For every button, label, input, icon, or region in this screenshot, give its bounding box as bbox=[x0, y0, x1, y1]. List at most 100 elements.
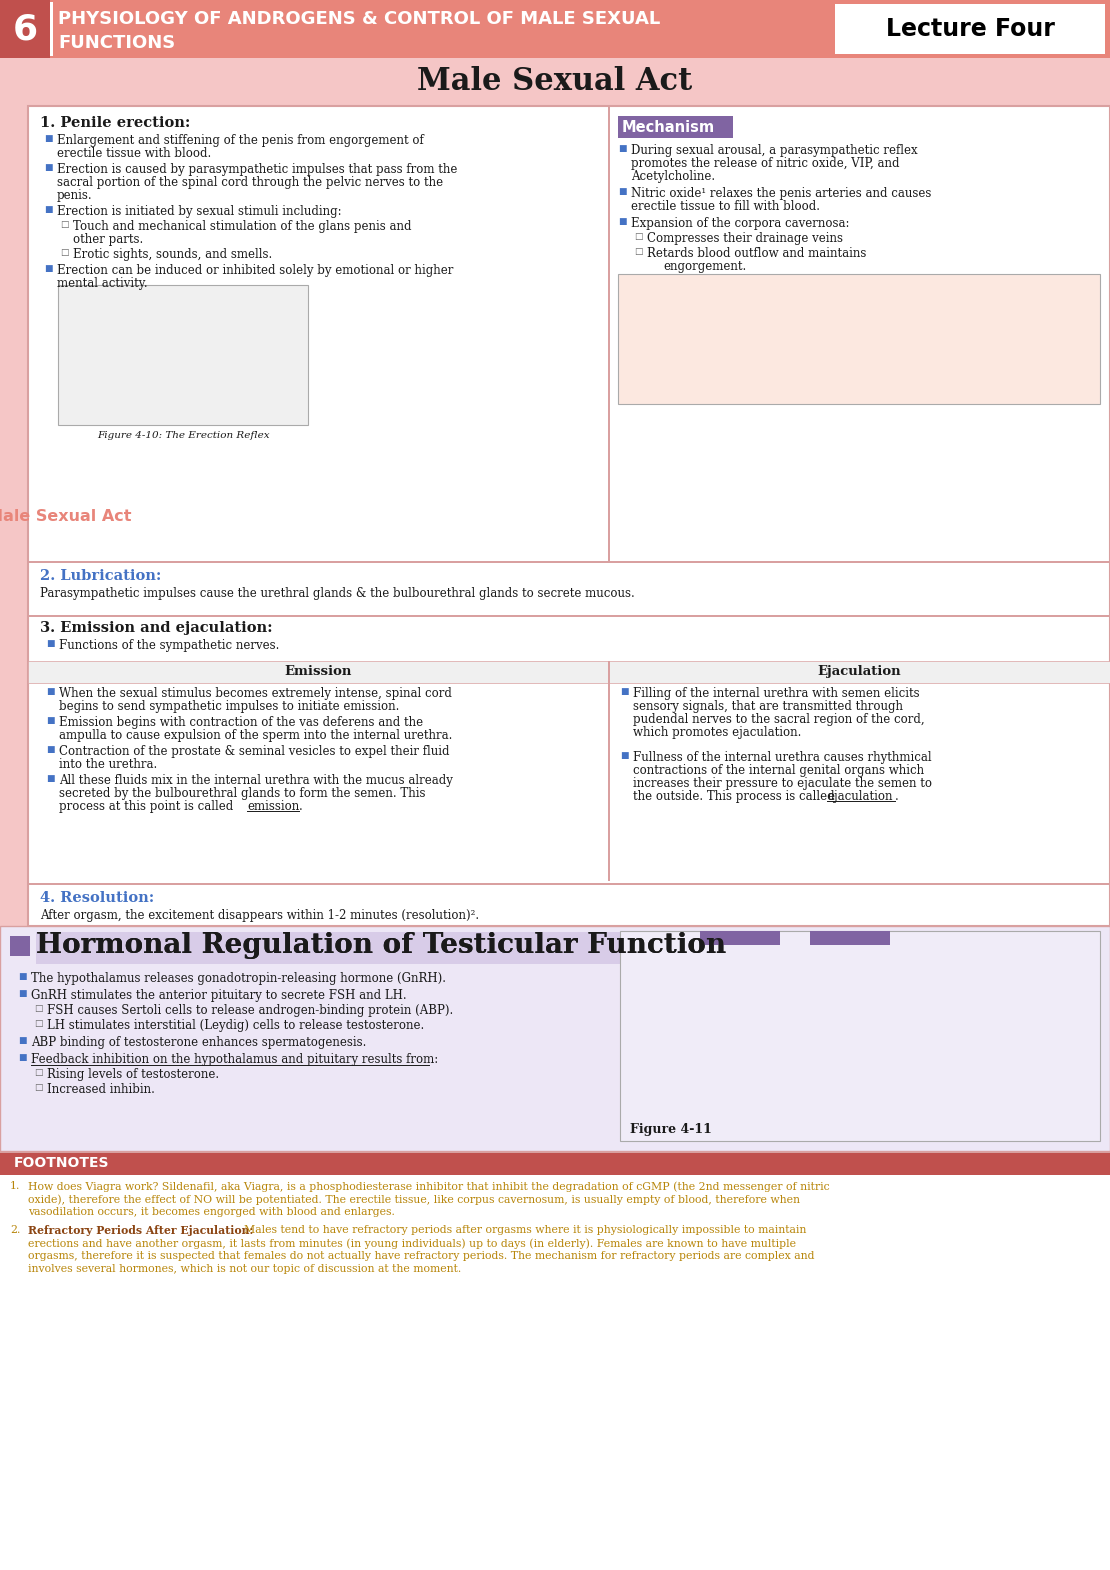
Text: contractions of the internal genital organs which: contractions of the internal genital org… bbox=[633, 765, 925, 777]
Text: erectile tissue to fill with blood.: erectile tissue to fill with blood. bbox=[630, 199, 820, 214]
Text: □: □ bbox=[34, 1083, 42, 1093]
Text: Emission: Emission bbox=[284, 666, 352, 678]
Text: □: □ bbox=[60, 220, 69, 229]
Bar bbox=[0, 0, 1110, 58]
Text: penis.: penis. bbox=[57, 188, 92, 203]
Text: 6: 6 bbox=[12, 13, 38, 46]
Text: □: □ bbox=[34, 1019, 42, 1028]
Text: Ejaculation: Ejaculation bbox=[817, 666, 901, 678]
Bar bbox=[50, 2, 53, 57]
Text: Emission begins with contraction of the vas deferens and the: Emission begins with contraction of the … bbox=[59, 716, 423, 728]
Text: vasodilation occurs, it becomes engorged with blood and enlarges.: vasodilation occurs, it becomes engorged… bbox=[28, 1207, 395, 1217]
Text: Acetylcholine.: Acetylcholine. bbox=[630, 170, 715, 184]
Text: erectile tissue with blood.: erectile tissue with blood. bbox=[57, 148, 211, 160]
Bar bbox=[608, 661, 1110, 683]
Text: Males tend to have refractory periods after orgasms where it is physiologically : Males tend to have refractory periods af… bbox=[244, 1225, 806, 1236]
Text: begins to send sympathetic impulses to initiate emission.: begins to send sympathetic impulses to i… bbox=[59, 700, 400, 713]
Text: 1.: 1. bbox=[10, 1181, 20, 1192]
Bar bbox=[28, 107, 1110, 926]
Text: increases their pressure to ejaculate the semen to: increases their pressure to ejaculate th… bbox=[633, 777, 932, 790]
Bar bbox=[700, 931, 780, 945]
Bar bbox=[28, 661, 608, 683]
Text: ■: ■ bbox=[618, 187, 626, 196]
Bar bbox=[810, 931, 890, 945]
Text: 3. Emission and ejaculation:: 3. Emission and ejaculation: bbox=[40, 622, 273, 634]
Bar bbox=[835, 5, 1104, 53]
Text: Filling of the internal urethra with semen elicits: Filling of the internal urethra with sem… bbox=[633, 688, 919, 700]
Bar bbox=[0, 107, 28, 926]
Text: Fullness of the internal urethra causes rhythmical: Fullness of the internal urethra causes … bbox=[633, 750, 931, 765]
Text: ampulla to cause expulsion of the sperm into the internal urethra.: ampulla to cause expulsion of the sperm … bbox=[59, 728, 453, 743]
Text: Functions of the sympathetic nerves.: Functions of the sympathetic nerves. bbox=[59, 639, 280, 652]
Bar bbox=[36, 933, 656, 964]
Text: promotes the release of nitric oxide, VIP, and: promotes the release of nitric oxide, VI… bbox=[630, 157, 899, 170]
Text: Erotic sights, sounds, and smells.: Erotic sights, sounds, and smells. bbox=[73, 248, 272, 261]
Text: erections and have another orgasm, it lasts from minutes (in young individuals) : erections and have another orgasm, it la… bbox=[28, 1239, 796, 1248]
Text: □: □ bbox=[60, 248, 69, 257]
Text: involves several hormones, which is not our topic of discussion at the moment.: involves several hormones, which is not … bbox=[28, 1264, 462, 1273]
Text: 4. Resolution:: 4. Resolution: bbox=[40, 892, 154, 904]
Text: Erection is caused by parasympathetic impulses that pass from the: Erection is caused by parasympathetic im… bbox=[57, 163, 457, 176]
Text: How does Viagra work? Sildenafil, aka Viagra, is a phosphodiesterase inhibitor t: How does Viagra work? Sildenafil, aka Vi… bbox=[28, 1181, 829, 1192]
Text: ■: ■ bbox=[620, 750, 628, 760]
Text: Touch and mechanical stimulation of the glans penis and: Touch and mechanical stimulation of the … bbox=[73, 220, 412, 232]
Text: Figure 4-11: Figure 4-11 bbox=[630, 1123, 712, 1137]
Text: ■: ■ bbox=[46, 774, 54, 783]
Bar bbox=[620, 931, 1100, 1141]
Bar bbox=[618, 275, 1100, 403]
Text: the outside. This process is called: the outside. This process is called bbox=[633, 790, 838, 802]
Text: ■: ■ bbox=[44, 133, 52, 143]
Text: ABP binding of testosterone enhances spermatogenesis.: ABP binding of testosterone enhances spe… bbox=[31, 1036, 366, 1049]
Text: Nitric oxide¹ relaxes the penis arteries and causes: Nitric oxide¹ relaxes the penis arteries… bbox=[630, 187, 931, 199]
Text: Enlargement and stiffening of the penis from engorgement of: Enlargement and stiffening of the penis … bbox=[57, 133, 424, 148]
Bar bbox=[608, 661, 609, 881]
Text: Parasympathetic impulses cause the urethral glands & the bulbourethral glands to: Parasympathetic impulses cause the ureth… bbox=[40, 587, 635, 600]
Text: LH stimulates interstitial (Leydig) cells to release testosterone.: LH stimulates interstitial (Leydig) cell… bbox=[47, 1019, 424, 1031]
Text: ■: ■ bbox=[18, 1036, 27, 1046]
Text: Stages of Male Sexual Act: Stages of Male Sexual Act bbox=[0, 509, 132, 523]
Bar bbox=[10, 936, 30, 956]
Text: Lecture Four: Lecture Four bbox=[886, 17, 1054, 41]
Text: Contraction of the prostate & seminal vesicles to expel their fluid: Contraction of the prostate & seminal ve… bbox=[59, 746, 450, 758]
Text: Erection is initiated by sexual stimuli including:: Erection is initiated by sexual stimuli … bbox=[57, 206, 342, 218]
Text: ■: ■ bbox=[618, 217, 626, 226]
Text: ■: ■ bbox=[18, 972, 27, 981]
Text: orgasms, therefore it is suspected that females do not actually have refractory : orgasms, therefore it is suspected that … bbox=[28, 1251, 815, 1261]
Text: sensory signals, that are transmitted through: sensory signals, that are transmitted th… bbox=[633, 700, 904, 713]
Text: Retards blood outflow and maintains: Retards blood outflow and maintains bbox=[647, 246, 867, 261]
Text: The hypothalamus releases gonadotropin-releasing hormone (GnRH).: The hypothalamus releases gonadotropin-r… bbox=[31, 972, 446, 984]
Text: ■: ■ bbox=[46, 746, 54, 754]
Text: secreted by the bulbourethral glands to form the semen. This: secreted by the bulbourethral glands to … bbox=[59, 787, 425, 801]
Bar bbox=[0, 58, 1110, 107]
Text: mental activity.: mental activity. bbox=[57, 276, 148, 290]
Text: which promotes ejaculation.: which promotes ejaculation. bbox=[633, 725, 801, 739]
Text: engorgement.: engorgement. bbox=[663, 261, 746, 273]
Text: Refractory Periods After Ejaculation:: Refractory Periods After Ejaculation: bbox=[28, 1225, 253, 1236]
Text: ■: ■ bbox=[44, 206, 52, 214]
Text: emission: emission bbox=[248, 801, 300, 813]
Text: Rising levels of testosterone.: Rising levels of testosterone. bbox=[47, 1068, 219, 1082]
Text: Hormonal Regulation of Testicular Function: Hormonal Regulation of Testicular Functi… bbox=[36, 933, 726, 959]
Text: ejaculation: ejaculation bbox=[827, 790, 892, 802]
Text: □: □ bbox=[634, 232, 643, 242]
Text: ■: ■ bbox=[618, 144, 626, 152]
Text: Increased inhibin.: Increased inhibin. bbox=[47, 1083, 155, 1096]
Text: ■: ■ bbox=[18, 989, 27, 999]
Text: 1. Penile erection:: 1. Penile erection: bbox=[40, 116, 191, 130]
Text: Expansion of the corpora cavernosa:: Expansion of the corpora cavernosa: bbox=[630, 217, 849, 229]
Text: ■: ■ bbox=[46, 688, 54, 696]
Text: pudendal nerves to the sacral region of the cord,: pudendal nerves to the sacral region of … bbox=[633, 713, 925, 725]
Text: When the sexual stimulus becomes extremely intense, spinal cord: When the sexual stimulus becomes extreme… bbox=[59, 688, 452, 700]
Text: 2. Lubrication:: 2. Lubrication: bbox=[40, 568, 161, 582]
Text: Feedback inhibition on the hypothalamus and pituitary results from:: Feedback inhibition on the hypothalamus … bbox=[31, 1053, 438, 1066]
Text: into the urethra.: into the urethra. bbox=[59, 758, 158, 771]
Bar bbox=[618, 116, 733, 138]
Text: During sexual arousal, a parasympathetic reflex: During sexual arousal, a parasympathetic… bbox=[630, 144, 918, 157]
Text: other parts.: other parts. bbox=[73, 232, 143, 246]
Text: sacral portion of the spinal cord through the pelvic nerves to the: sacral portion of the spinal cord throug… bbox=[57, 176, 443, 188]
Text: PHYSIOLOGY OF ANDROGENS & CONTROL OF MALE SEXUAL: PHYSIOLOGY OF ANDROGENS & CONTROL OF MAL… bbox=[58, 9, 660, 28]
Text: oxide), therefore the effect of NO will be potentiated. The erectile tissue, lik: oxide), therefore the effect of NO will … bbox=[28, 1195, 800, 1204]
Text: □: □ bbox=[34, 1068, 42, 1077]
Bar bbox=[0, 926, 1110, 1151]
Text: FUNCTIONS: FUNCTIONS bbox=[58, 35, 175, 52]
